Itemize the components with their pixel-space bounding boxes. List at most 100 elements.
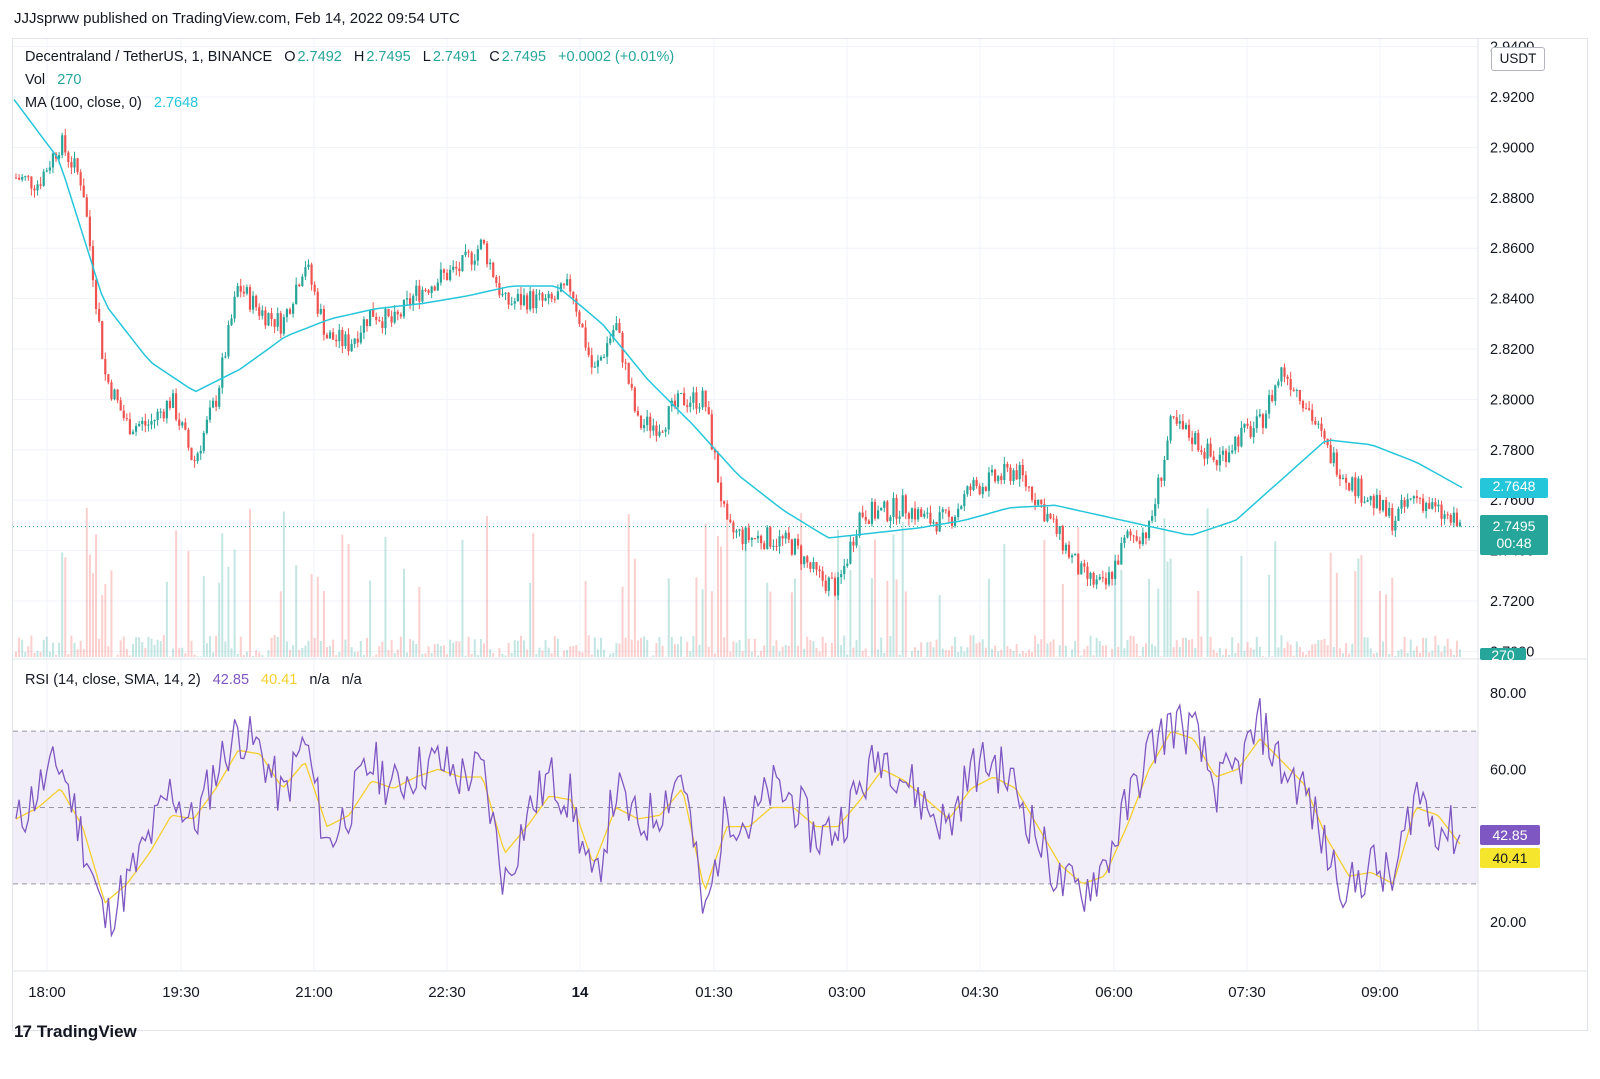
rsi-line — [15, 698, 1461, 938]
candle-body — [1385, 499, 1388, 516]
volume-bar — [116, 654, 119, 657]
legend-ma[interactable]: MA (100, close, 0) 2.7648 — [25, 95, 200, 111]
volume-bar — [1446, 638, 1449, 657]
volume-bar — [1332, 646, 1335, 657]
candle-body — [378, 320, 381, 322]
volume-bar — [969, 635, 972, 657]
volume-bar — [1046, 643, 1049, 657]
volume-bars — [15, 507, 1461, 657]
volume-bar — [720, 546, 723, 657]
volume-bar — [954, 637, 957, 657]
volume-bar — [88, 554, 91, 657]
candle-body — [489, 262, 492, 265]
candle-body — [1418, 498, 1422, 500]
time-tick-label: 21:00 — [295, 984, 333, 1001]
candle-body — [723, 501, 726, 504]
volume-bar — [566, 650, 569, 657]
candle-body — [735, 530, 738, 533]
candle-body — [14, 177, 18, 179]
candle-body — [282, 317, 285, 334]
candle-body — [1037, 499, 1040, 505]
volume-bar — [292, 645, 295, 657]
candle-body — [473, 260, 476, 265]
volume-bar — [1209, 636, 1212, 657]
candle-body — [935, 522, 938, 532]
legend-volume[interactable]: Vol 270 — [25, 72, 83, 88]
candle-body — [1206, 443, 1209, 459]
candle-body — [950, 516, 954, 526]
currency-button[interactable]: USDT — [1491, 47, 1545, 71]
candle-body — [1455, 512, 1459, 527]
footer-brand[interactable]: 17 TradingView — [14, 1022, 137, 1042]
candle-body — [233, 296, 236, 319]
candle-body — [796, 538, 800, 546]
candle-body — [48, 167, 51, 171]
volume-bar — [769, 591, 772, 657]
volume-bar — [282, 511, 285, 657]
volume-bar — [655, 643, 658, 657]
volume-bar — [975, 643, 978, 657]
candle-body — [1117, 560, 1120, 565]
volume-bar — [215, 635, 218, 657]
volume-bar — [910, 651, 913, 657]
volume-bar — [704, 523, 707, 657]
candle-body — [1006, 463, 1009, 468]
volume-bar — [245, 651, 248, 657]
candle-body — [144, 420, 147, 426]
candle-body — [1080, 563, 1083, 575]
volume-bar — [433, 644, 436, 657]
candle-body — [1110, 572, 1114, 579]
legend-symbol[interactable]: Decentraland / TetherUS, 1, BINANCE — [25, 49, 273, 65]
legend-rsi[interactable]: RSI (14, close, SMA, 14, 2) 42.85 40.41 … — [25, 672, 364, 688]
volume-bar — [1178, 646, 1181, 657]
volume-bar — [784, 644, 787, 657]
volume-bar — [313, 637, 316, 657]
volume-bar — [304, 645, 307, 657]
candle-body — [732, 522, 735, 533]
candle-body — [341, 330, 344, 347]
candle-body — [1452, 512, 1455, 523]
candle-body — [627, 362, 630, 384]
candle-body — [1021, 464, 1024, 476]
candle-body — [522, 295, 526, 306]
volume-bar — [578, 651, 581, 657]
candle-body — [178, 419, 181, 426]
volume-bar — [1074, 640, 1077, 657]
candle-body — [162, 411, 165, 419]
volume-bar — [436, 643, 439, 657]
candle-body — [1070, 555, 1074, 558]
candle-body — [427, 290, 430, 293]
volume-bar — [224, 641, 227, 657]
volume-bar — [356, 651, 359, 657]
volume-bar — [1372, 653, 1375, 657]
volume-bar — [504, 655, 507, 657]
volume-bar — [1157, 588, 1160, 657]
volume-bar — [1061, 583, 1064, 657]
volume-bar — [1323, 638, 1326, 657]
volume-bar — [547, 647, 550, 657]
candle-body — [917, 509, 920, 520]
volume-bar — [624, 637, 627, 657]
candle-body — [1129, 531, 1132, 536]
volume-bar — [852, 647, 855, 657]
volume-bar — [1225, 648, 1228, 657]
candle-body — [495, 276, 498, 283]
candle-body — [1329, 445, 1332, 464]
volume-bar — [901, 521, 904, 657]
candle-body — [883, 501, 886, 508]
volume-bar — [584, 581, 587, 657]
volume-bar — [1375, 652, 1378, 657]
volume-bar — [886, 580, 889, 657]
volume-bar — [359, 641, 362, 657]
candle-body — [1052, 518, 1055, 520]
volume-bar — [1101, 645, 1104, 657]
candle-body — [134, 425, 138, 432]
volume-bar — [138, 637, 141, 657]
volume-bar — [1120, 569, 1123, 657]
volume-bar — [107, 646, 110, 657]
candle-body — [864, 516, 867, 521]
candle-body — [332, 332, 335, 340]
volume-bar — [1234, 653, 1237, 657]
volume-bar — [544, 639, 547, 657]
